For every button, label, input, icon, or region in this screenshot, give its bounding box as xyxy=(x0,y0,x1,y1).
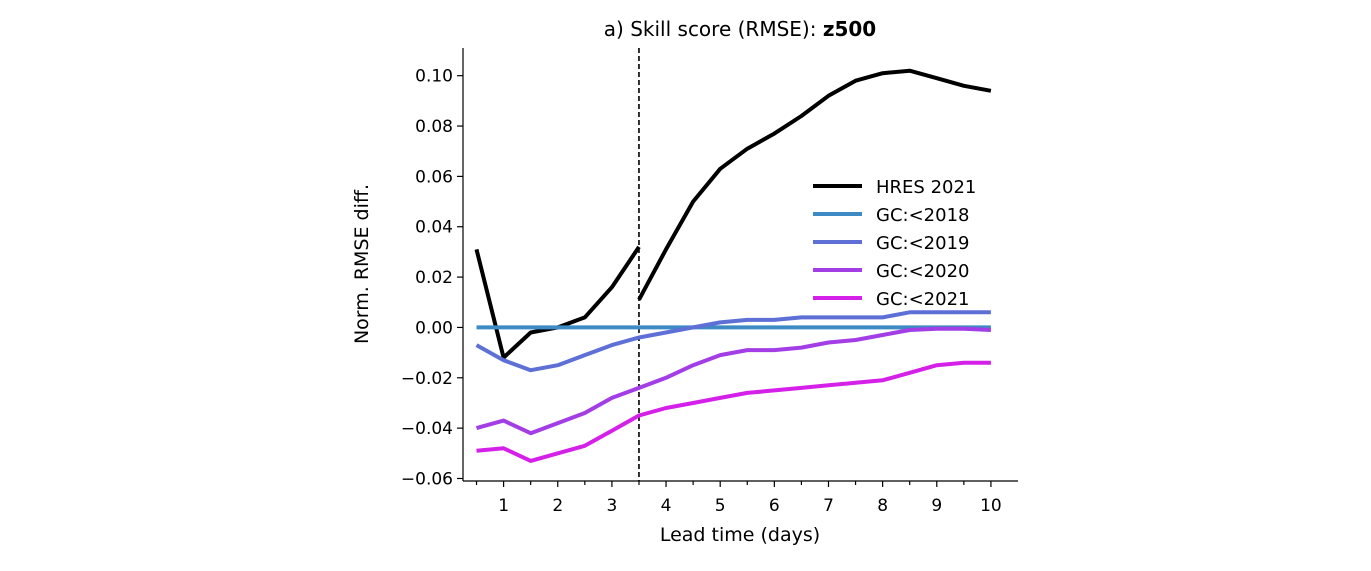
y-tick-label: 0.10 xyxy=(415,67,453,87)
y-axis-label: Norm. RMSE diff. xyxy=(351,184,373,344)
y-tick-label: −0.06 xyxy=(401,469,453,489)
x-tick-label: 3 xyxy=(606,496,617,516)
series-group xyxy=(474,68,992,463)
axes xyxy=(462,48,1018,482)
x-tick-label: 8 xyxy=(877,496,888,516)
x-ticks: 1 2 3 4 5 6 7 8 9 10 xyxy=(475,481,1002,516)
y-tick-label: 0.08 xyxy=(415,117,453,137)
y-ticks: −0.06 −0.04 −0.02 0.00 0.02 0.04 0.06 0.08 0.10 xyxy=(401,67,463,489)
chart-title-main: a) Skill score (RMSE): xyxy=(604,17,823,41)
series-2 xyxy=(475,310,991,373)
legend-label: GC:<2021 xyxy=(876,289,969,310)
chart-title-variable: z500 xyxy=(823,17,876,41)
series-line xyxy=(476,360,991,463)
y-tick-label: 0.06 xyxy=(415,167,453,187)
series-line xyxy=(475,326,991,436)
x-tick-label: 1 xyxy=(498,496,509,516)
series-line xyxy=(475,310,991,373)
x-tick-label: 9 xyxy=(931,496,942,516)
y-tick-label: −0.04 xyxy=(401,419,453,439)
series-line xyxy=(637,68,992,301)
series-line xyxy=(474,245,641,360)
x-tick-label: 6 xyxy=(769,496,780,516)
y-tick-label: −0.02 xyxy=(401,369,453,389)
legend-label: GC:<2018 xyxy=(876,205,969,226)
x-tick-label: 10 xyxy=(980,496,1002,516)
x-tick-label: 4 xyxy=(661,496,672,516)
chart-title: a) Skill score (RMSE): z500 xyxy=(604,17,876,41)
x-axis-label: Lead time (days) xyxy=(660,524,820,546)
x-tick-label: 7 xyxy=(823,496,834,516)
legend: HRES 2021 GC:<2018 GC:<2019 GC:<2020 GC:<202… xyxy=(813,177,976,310)
legend-label: GC:<2020 xyxy=(876,261,969,282)
y-tick-label: 0.00 xyxy=(415,318,453,338)
legend-label: GC:<2019 xyxy=(876,233,969,254)
y-tick-label: 0.02 xyxy=(415,268,453,288)
series-4 xyxy=(476,360,991,463)
y-tick-label: 0.04 xyxy=(415,218,453,238)
legend-label: HRES 2021 xyxy=(876,177,976,198)
x-tick-label: 5 xyxy=(715,496,726,516)
x-tick-label: 2 xyxy=(552,496,563,516)
series-3 xyxy=(475,326,991,436)
